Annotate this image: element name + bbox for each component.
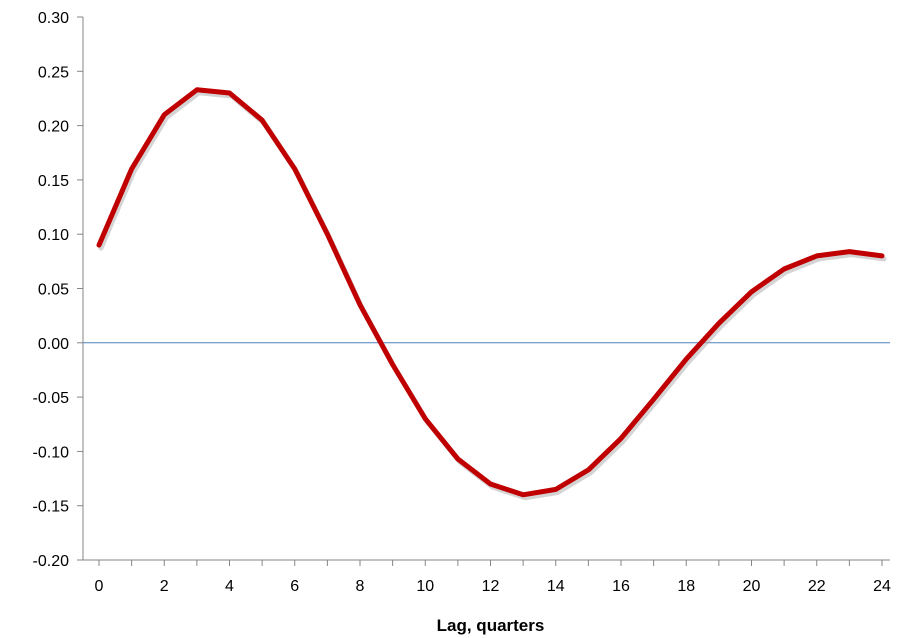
x-tick-label: 10 bbox=[416, 578, 434, 595]
y-tick-label: 0.00 bbox=[38, 336, 69, 353]
x-tick-label: 14 bbox=[547, 578, 565, 595]
x-axis-title: Lag, quarters bbox=[437, 616, 545, 635]
y-tick-label: 0.25 bbox=[38, 64, 69, 81]
y-tick-label: -0.10 bbox=[33, 444, 70, 461]
x-tick-label: 18 bbox=[677, 578, 695, 595]
x-tick-label: 24 bbox=[873, 578, 891, 595]
x-tick-label: 12 bbox=[482, 578, 500, 595]
y-tick-label: -0.05 bbox=[33, 390, 70, 407]
y-axis-ticks: -0.20 -0.15 -0.10 -0.05 0.00 0.05 0.10 0.15 0.20… bbox=[33, 10, 83, 570]
y-tick-label: 0.20 bbox=[38, 119, 69, 136]
x-tick-label: 2 bbox=[160, 578, 169, 595]
y-tick-label: 0.05 bbox=[38, 282, 69, 299]
x-tick-label: 22 bbox=[808, 578, 826, 595]
series-line-shadow bbox=[98, 90, 887, 501]
x-tick-label: 16 bbox=[612, 578, 630, 595]
y-tick-label: 0.10 bbox=[38, 227, 69, 244]
y-tick-label: -0.20 bbox=[33, 553, 70, 570]
y-tick-label: 0.15 bbox=[38, 173, 69, 190]
y-tick-label: -0.15 bbox=[33, 499, 70, 516]
x-tick-label: 4 bbox=[225, 578, 234, 595]
y-tick-label: 0.30 bbox=[38, 10, 69, 27]
x-tick-label: 0 bbox=[95, 578, 104, 595]
x-tick-label: 8 bbox=[356, 578, 365, 595]
x-tick-label: 6 bbox=[290, 578, 299, 595]
x-tick-label: 20 bbox=[743, 578, 761, 595]
x-axis-ticks: 0 2 4 6 8 10 12 14 16 18 20 22 24 bbox=[95, 560, 891, 595]
series-line bbox=[96, 87, 885, 498]
series-layer bbox=[96, 87, 887, 501]
